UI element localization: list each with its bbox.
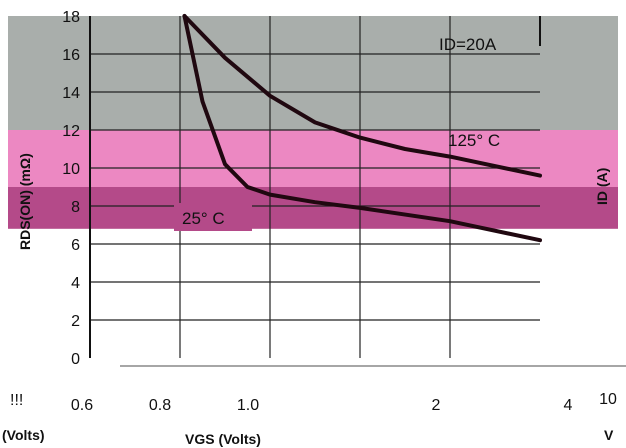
- y-tick-label-7: 14: [62, 85, 80, 102]
- x-tick-label-5: 10: [599, 391, 617, 408]
- x-axis-title: VGS (Volts): [185, 431, 261, 447]
- annotation-25c: 25° C: [182, 209, 225, 228]
- y-axis-title: RDS(ON) (mΩ): [17, 153, 33, 250]
- annotation-125c: 125° C: [448, 131, 500, 150]
- x-tick-label-2: 1.0: [237, 397, 259, 414]
- y-tick-label-2: 4: [71, 275, 80, 292]
- series-line-25c: [182, 14, 542, 243]
- y-tick-label-8: 16: [62, 47, 80, 64]
- x-tick-label-4: 4: [564, 397, 573, 414]
- y-tick-label-1: 2: [71, 313, 80, 330]
- y-tick-label-9: 18: [62, 9, 80, 26]
- x-tick-label-1: 0.8: [149, 397, 171, 414]
- color-band-3: [8, 187, 618, 229]
- y-tick-label-6: 12: [62, 123, 80, 140]
- left-fragment-text: (Volts): [2, 427, 45, 443]
- x-tick-label-3: 2: [432, 397, 441, 414]
- glyph-marker-text: !!!: [10, 392, 23, 409]
- y-tick-label-0: 0: [71, 351, 80, 368]
- right-fragment-text: V: [604, 427, 614, 443]
- series-line-125c: [182, 14, 542, 178]
- y-tick-label-3: 6: [71, 237, 80, 254]
- annotation-25c-bg: [174, 203, 252, 231]
- x-tick-label-0: 0.6: [71, 397, 93, 414]
- color-band-1: [8, 16, 618, 130]
- color-band-2: [8, 130, 618, 187]
- y-tick-label-5: 10: [62, 161, 80, 178]
- y2-axis-title: ID (A): [594, 168, 610, 205]
- annotation-id-20a: ID=20A: [439, 35, 497, 54]
- y-tick-label-4: 8: [71, 199, 80, 216]
